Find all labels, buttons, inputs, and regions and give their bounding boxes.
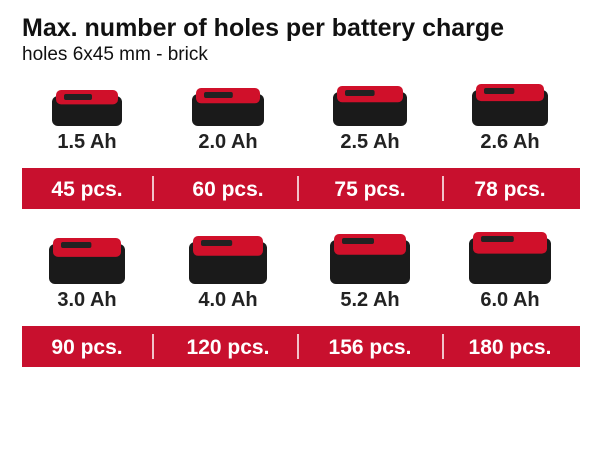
holes-value: 120 pcs.	[187, 336, 270, 359]
battery-top	[473, 232, 547, 254]
capacity-label: 2.0 Ah	[198, 131, 257, 153]
battery-top	[334, 234, 406, 255]
capacity-label: 3.0 Ah	[57, 289, 116, 311]
capacity-label: 1.5 Ah	[57, 131, 116, 153]
holes-value: 90 pcs.	[51, 336, 122, 359]
capacity-label: 6.0 Ah	[480, 289, 539, 311]
holes-value: 78 pcs.	[474, 178, 545, 201]
value-band	[22, 326, 580, 367]
holes-value: 45 pcs.	[51, 178, 122, 201]
battery-slot	[61, 242, 92, 248]
capacity-label: 4.0 Ah	[198, 289, 257, 311]
holes-value: 60 pcs.	[192, 178, 263, 201]
holes-value: 180 pcs.	[469, 336, 552, 359]
holes-value: 75 pcs.	[334, 178, 405, 201]
battery-slot	[64, 94, 92, 100]
battery-slot	[201, 240, 233, 246]
capacity-label: 2.6 Ah	[480, 131, 539, 153]
battery-slot	[204, 92, 233, 98]
value-band	[22, 168, 580, 209]
title: Max. number of holes per battery charge	[22, 14, 504, 42]
holes-value: 156 pcs.	[329, 336, 412, 359]
subtitle: holes 6x45 mm - brick	[22, 44, 208, 65]
capacity-label: 5.2 Ah	[340, 289, 399, 311]
battery-slot	[345, 90, 375, 96]
battery-slot	[342, 238, 374, 244]
capacity-label: 2.5 Ah	[340, 131, 399, 153]
battery-slot	[484, 88, 515, 94]
battery-slot	[481, 236, 514, 242]
